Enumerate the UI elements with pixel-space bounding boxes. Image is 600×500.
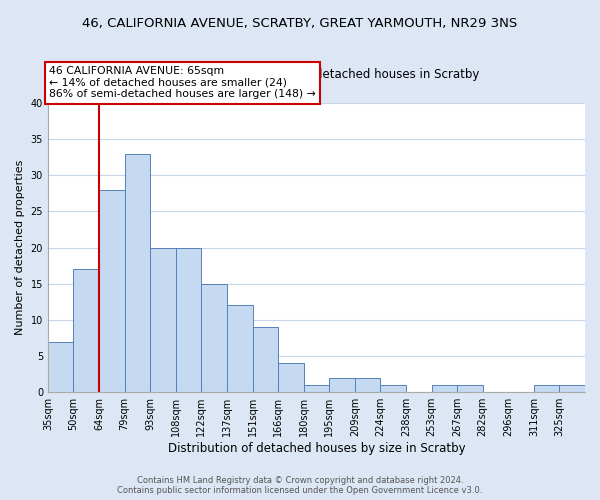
Bar (99, 190, 125, 392)
Bar (278, 364, 304, 392)
Bar (380, 385, 406, 392)
Bar (150, 248, 176, 392)
Bar (559, 385, 585, 392)
Bar (329, 378, 355, 392)
Bar (304, 385, 329, 392)
Bar (125, 154, 150, 392)
Bar (73, 270, 99, 392)
Bar (457, 385, 482, 392)
Text: 46 CALIFORNIA AVENUE: 65sqm
← 14% of detached houses are smaller (24)
86% of sem: 46 CALIFORNIA AVENUE: 65sqm ← 14% of det… (49, 66, 316, 100)
X-axis label: Distribution of detached houses by size in Scratby: Distribution of detached houses by size … (167, 442, 465, 455)
Text: 46, CALIFORNIA AVENUE, SCRATBY, GREAT YARMOUTH, NR29 3NS: 46, CALIFORNIA AVENUE, SCRATBY, GREAT YA… (82, 18, 518, 30)
Y-axis label: Number of detached properties: Number of detached properties (15, 160, 25, 336)
Bar (48, 342, 73, 392)
Bar (227, 306, 253, 392)
Bar (253, 327, 278, 392)
Text: Contains HM Land Registry data © Crown copyright and database right 2024.
Contai: Contains HM Land Registry data © Crown c… (118, 476, 482, 495)
Bar (202, 284, 227, 392)
Bar (355, 378, 380, 392)
Bar (534, 385, 559, 392)
Title: Size of property relative to detached houses in Scratby: Size of property relative to detached ho… (153, 68, 479, 81)
Bar (176, 248, 202, 392)
Bar (431, 385, 457, 392)
